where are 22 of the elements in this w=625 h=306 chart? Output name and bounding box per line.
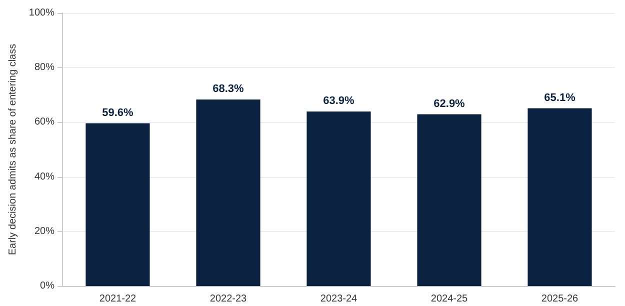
data-label: 68.3% [212,83,244,96]
bar [196,100,260,286]
data-label: 63.9% [323,95,355,108]
data-label: 65.1% [544,92,576,104]
y-axis-title: Early decision admits as share of entering class [8,44,18,256]
data-label: 59.6% [102,106,134,119]
x-tick-label: 2023-24 [320,294,358,304]
y-tick-label: 40% [34,171,55,182]
y-tick-label: 20% [34,226,55,237]
bar [528,108,592,286]
x-tick-label: 2025-26 [541,294,579,304]
y-tick-label: 0% [40,280,55,292]
x-tick-label: 2024-25 [430,294,468,304]
y-tick-label: 80% [34,62,55,74]
x-tick-label: 2022-23 [210,294,248,304]
bar [86,123,150,286]
bar [306,112,371,286]
bar [417,114,482,286]
x-tick-label: 2021-22 [99,294,137,304]
data-label: 62.9% [434,98,466,110]
y-tick-label: 100% [28,8,55,18]
y-tick-label: 60% [34,116,55,128]
